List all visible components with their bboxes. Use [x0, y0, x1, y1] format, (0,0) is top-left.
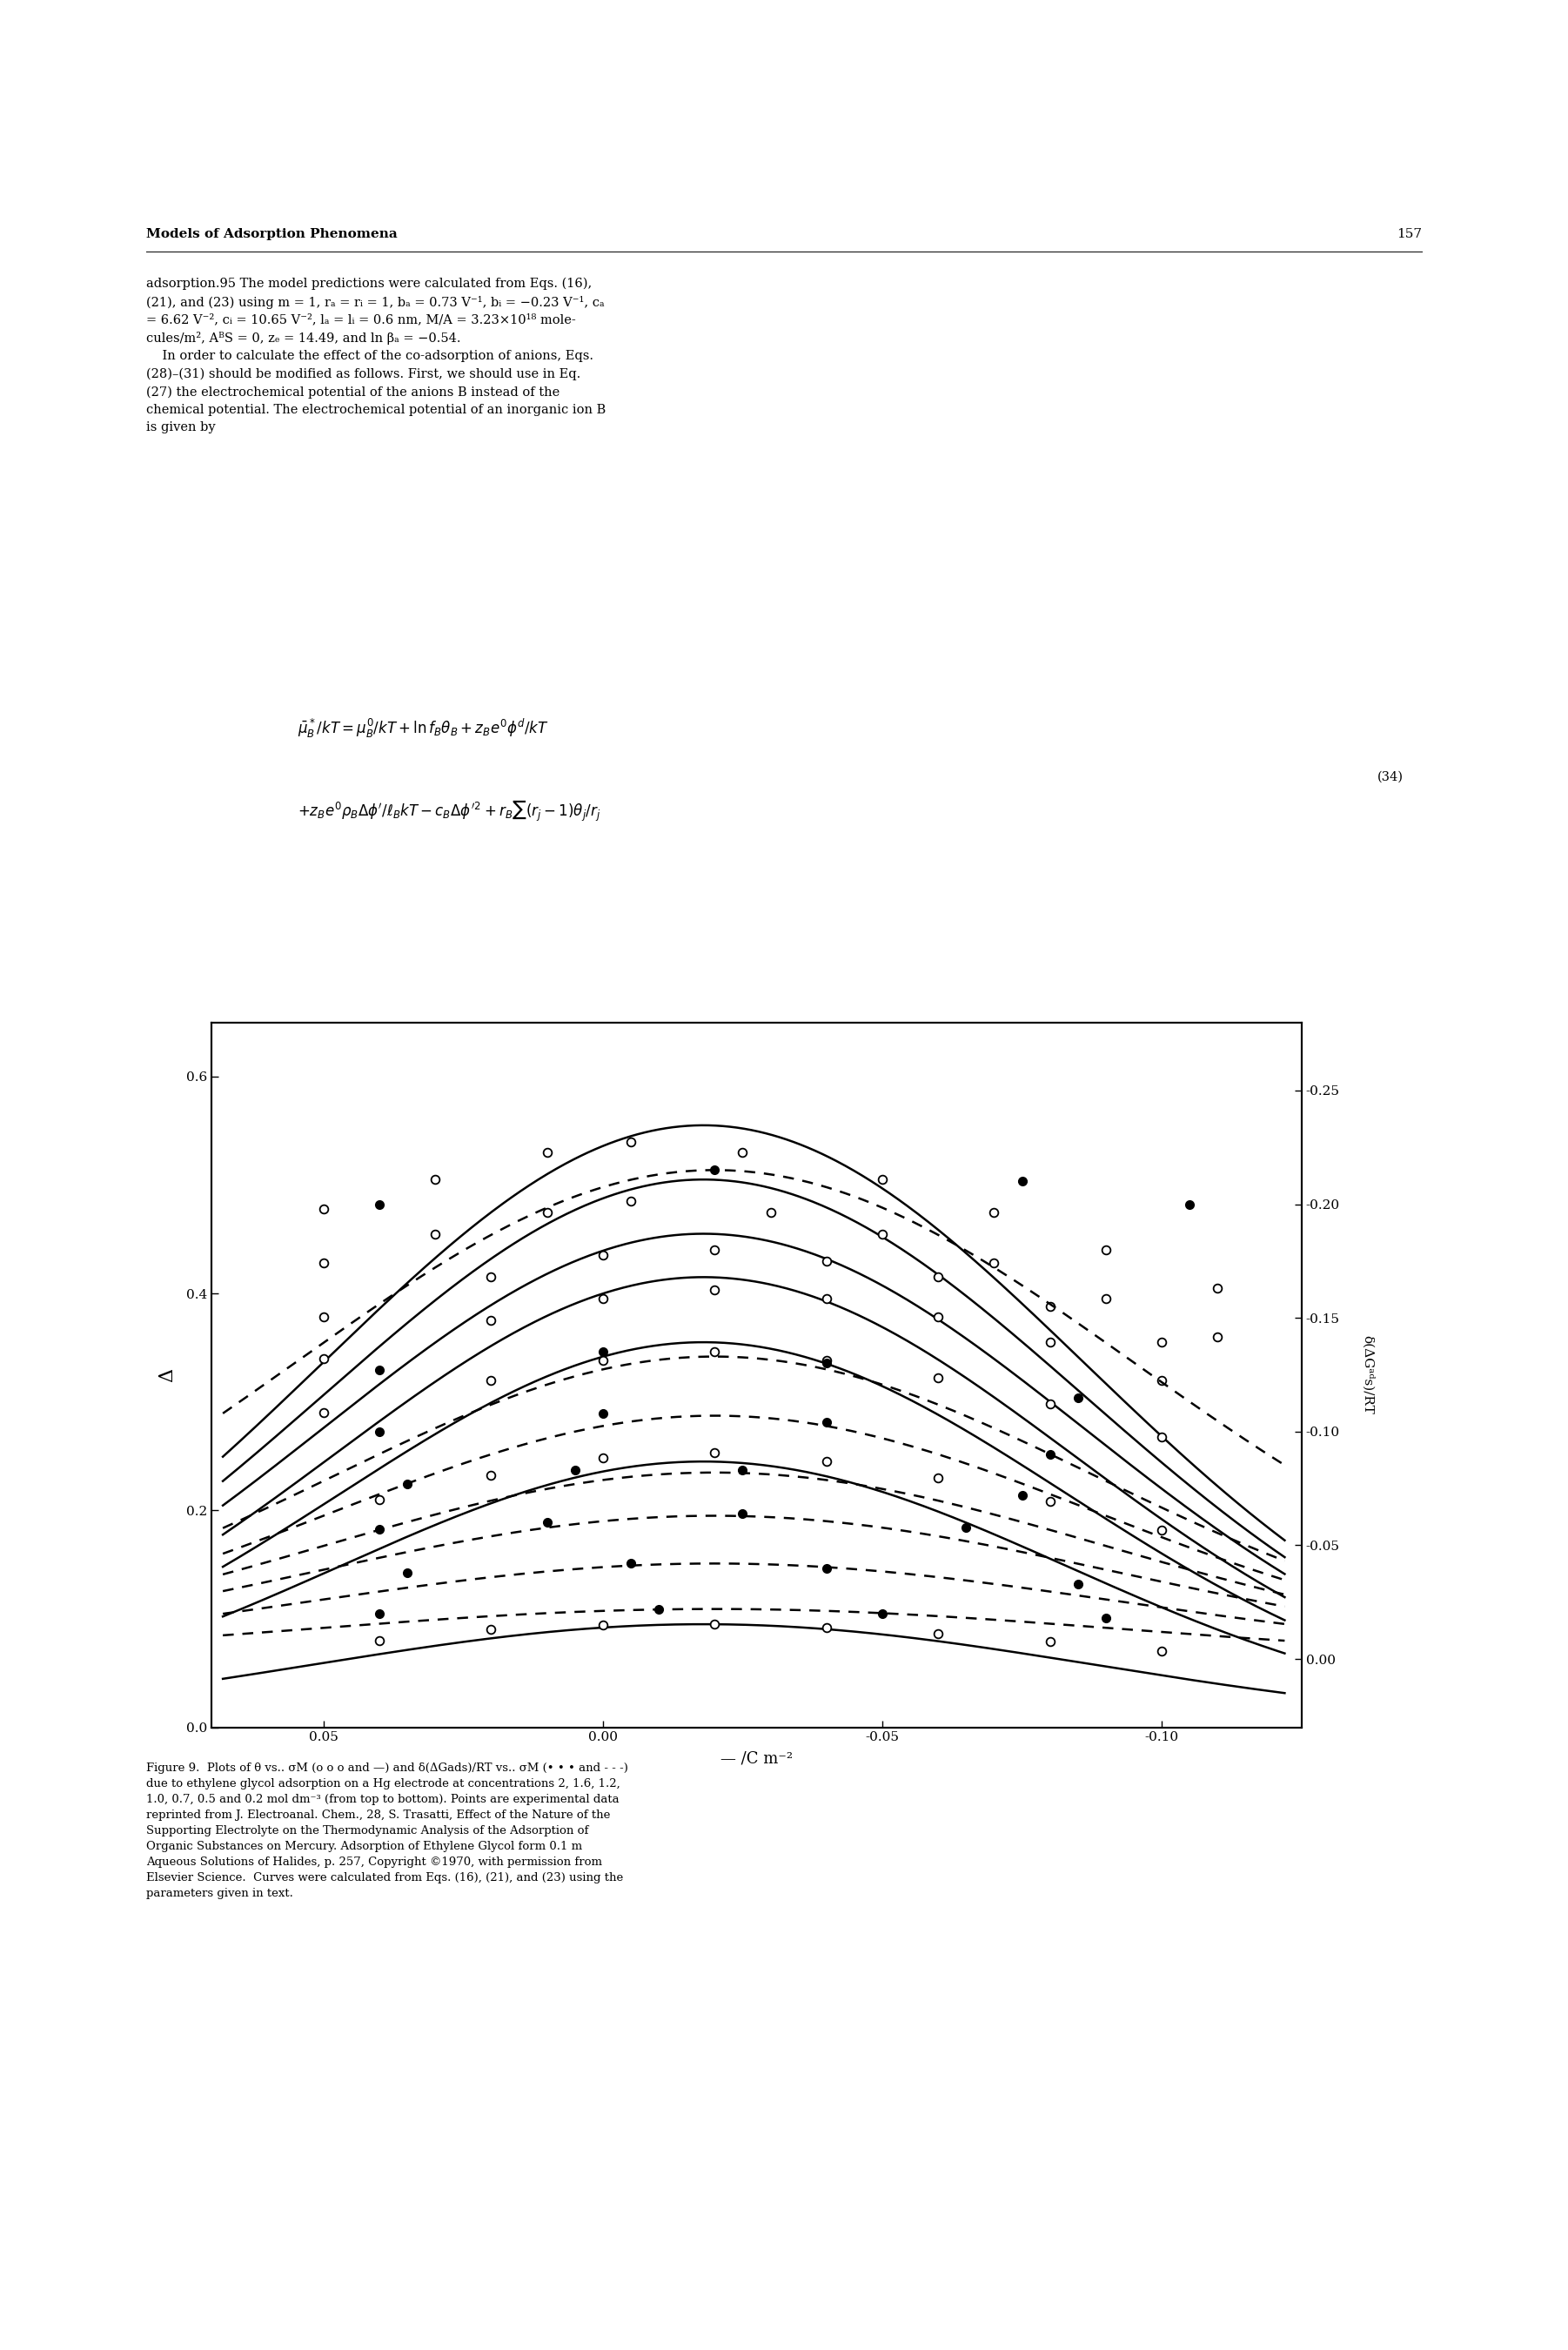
Text: adsorption.95 The model predictions were calculated from Eqs. (16),
(21), and (2: adsorption.95 The model predictions were… [146, 277, 605, 432]
Text: $\bar{\mu}_B^*/kT = \mu_B^0/kT + \ln f_B\theta_B + z_Be^0\phi^d/kT$: $\bar{\mu}_B^*/kT = \mu_B^0/kT + \ln f_B… [298, 717, 549, 740]
X-axis label: — /C m⁻²: — /C m⁻² [720, 1751, 793, 1767]
Text: $+ z_Be^0\rho_B\Delta\phi'/\ell_BkT - c_B\Delta\phi'^2 + r_B\sum(r_j-1)\theta_j/: $+ z_Be^0\rho_B\Delta\phi'/\ell_BkT - c_… [298, 799, 601, 822]
Y-axis label: δ(ΔGᵃᵈs)/RT: δ(ΔGᵃᵈs)/RT [1361, 1335, 1374, 1415]
Y-axis label: Δ: Δ [157, 1368, 177, 1382]
Text: (34): (34) [1377, 771, 1403, 783]
Text: 157: 157 [1397, 228, 1422, 240]
Text: Models of Adsorption Phenomena: Models of Adsorption Phenomena [146, 228, 397, 240]
Text: Figure 9.  Plots of θ vs.. σM (o o o and —) and δ(ΔGads)/RT vs.. σM (• • • and -: Figure 9. Plots of θ vs.. σM (o o o and … [146, 1762, 627, 1899]
